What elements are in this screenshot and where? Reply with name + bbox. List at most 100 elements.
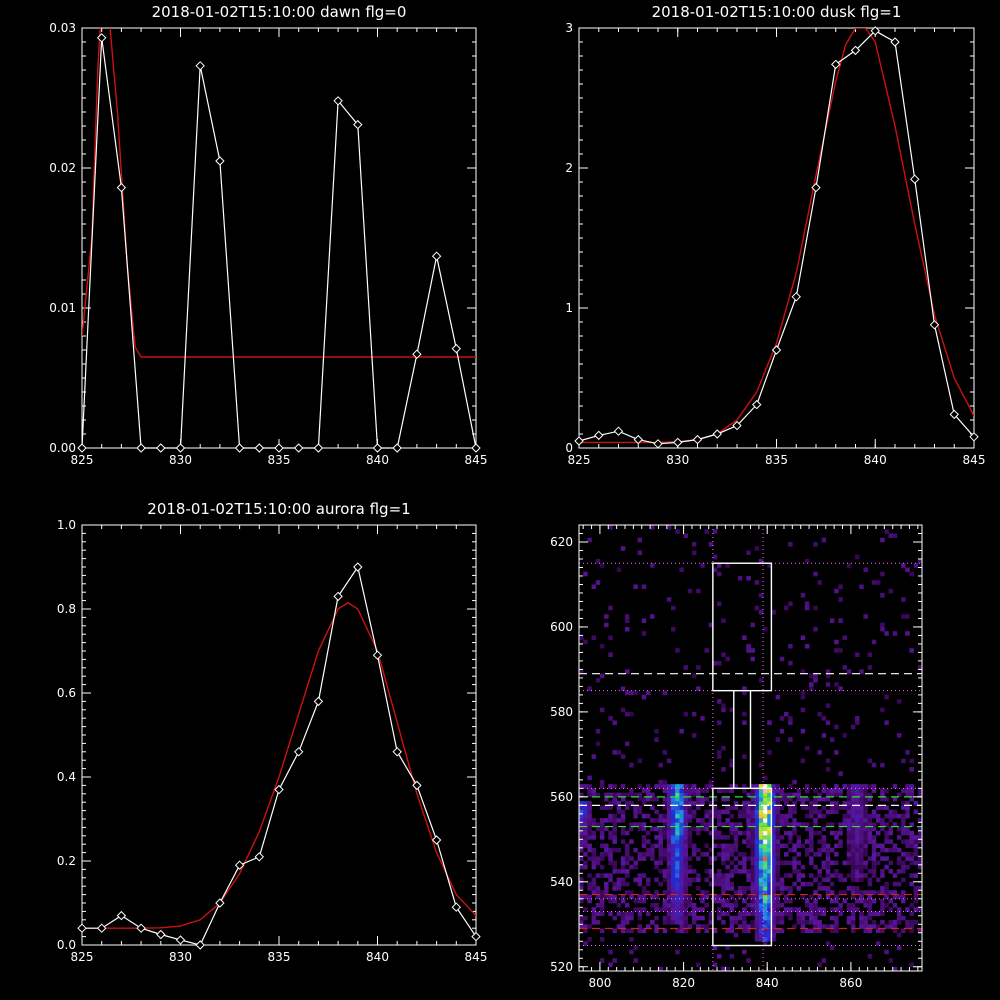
heatmap-cell xyxy=(717,954,722,959)
heatmap-cell xyxy=(662,801,668,806)
heatmap-cell xyxy=(842,822,848,827)
heatmap-cell xyxy=(700,898,705,904)
heatmap-cell xyxy=(800,805,806,810)
heatmap-cell xyxy=(679,796,684,802)
heatmap-cell xyxy=(863,809,868,815)
heatmap-cell xyxy=(913,843,919,849)
heatmap-cell xyxy=(583,813,588,819)
heatmap-cell xyxy=(838,843,843,849)
heatmap-cell xyxy=(746,894,751,900)
heatmap-cell xyxy=(591,852,597,857)
heatmap-cell xyxy=(662,856,668,861)
heatmap-cell xyxy=(604,886,609,891)
heatmap-cell xyxy=(650,852,655,857)
heatmap-cell xyxy=(687,796,693,802)
heatmap-cell xyxy=(871,898,877,904)
heatmap-cell xyxy=(875,813,881,819)
heatmap-cell xyxy=(775,920,781,925)
heatmap-cell xyxy=(813,898,818,904)
heatmap-cell xyxy=(687,839,693,844)
heatmap-cell xyxy=(909,860,914,866)
heatmap-cell xyxy=(704,903,709,908)
heatmap-cell xyxy=(658,813,663,819)
heatmap-cell xyxy=(821,835,827,840)
heatmap-cell xyxy=(604,792,609,798)
data-point-marker xyxy=(234,860,245,870)
heatmap-cell xyxy=(779,843,785,849)
heatmap-cell xyxy=(737,924,743,929)
heatmap-cell xyxy=(662,796,668,802)
heatmap-cell xyxy=(825,809,831,815)
heatmap-cell xyxy=(800,843,806,849)
heatmap-cell xyxy=(863,839,868,844)
heatmap-cell xyxy=(867,652,873,657)
heatmap-cell xyxy=(750,792,755,798)
heatmap-cell xyxy=(608,716,613,721)
heatmap-cell xyxy=(691,809,697,815)
heatmap-cell xyxy=(708,920,714,925)
heatmap-cell xyxy=(637,915,643,921)
data-point-marker xyxy=(274,443,284,453)
heatmap-cell xyxy=(704,894,709,900)
heatmap-cell xyxy=(896,826,902,832)
heatmap-cell xyxy=(675,898,680,904)
heatmap-cell xyxy=(859,898,864,904)
heatmap-cell xyxy=(834,869,839,874)
heatmap-cell xyxy=(775,894,781,900)
y-tick-label: 0.02 xyxy=(49,161,76,175)
heatmap-cell xyxy=(842,784,848,789)
heatmap-cell xyxy=(758,915,764,921)
heatmap-cell xyxy=(813,830,818,836)
heatmap-cell xyxy=(905,631,910,636)
heatmap-cell xyxy=(750,843,755,849)
heatmap-cell xyxy=(779,818,785,823)
heatmap-cell xyxy=(763,626,768,632)
heatmap-cell xyxy=(654,907,659,912)
heatmap-cell xyxy=(671,907,676,912)
heatmap-cell xyxy=(880,911,885,917)
heatmap-cell xyxy=(742,784,747,789)
heatmap-cell xyxy=(817,792,822,798)
heatmap-cell xyxy=(855,907,860,912)
heatmap-cell xyxy=(804,805,810,810)
heatmap-cell xyxy=(683,847,689,853)
heatmap-cell xyxy=(658,843,663,849)
heatmap-cell xyxy=(750,784,755,789)
heatmap-cell xyxy=(809,873,814,878)
heatmap-cell xyxy=(675,915,680,921)
heatmap-cell xyxy=(863,788,868,793)
heatmap-cell xyxy=(729,928,735,934)
x-tick-label: 830 xyxy=(169,453,192,467)
heatmap-cell xyxy=(658,852,663,857)
heatmap-cell xyxy=(767,805,772,810)
data-point-marker xyxy=(633,434,643,445)
heatmap-cell xyxy=(859,894,864,900)
heatmap-cell xyxy=(825,856,831,861)
heatmap-cell xyxy=(771,886,776,891)
heatmap-cell xyxy=(637,805,643,810)
heatmap-cell xyxy=(671,792,676,798)
heatmap-cell xyxy=(712,835,718,840)
heatmap-cell xyxy=(792,869,797,874)
heatmap-cell xyxy=(767,920,772,925)
heatmap-cell xyxy=(825,886,831,891)
heatmap-cell xyxy=(658,818,663,823)
heatmap-cell xyxy=(917,792,922,798)
heatmap-cell xyxy=(884,881,889,887)
heatmap-cell xyxy=(700,894,705,900)
heatmap-cell xyxy=(754,856,760,861)
heatmap-cell xyxy=(880,537,885,543)
heatmap-cell xyxy=(821,796,827,802)
heatmap-cell xyxy=(750,869,755,874)
heatmap-cell xyxy=(888,813,894,819)
x-tick-label: 835 xyxy=(268,453,291,467)
heatmap-cell xyxy=(892,822,898,827)
heatmap-cell xyxy=(725,903,730,908)
heatmap-cell xyxy=(729,886,735,891)
heatmap-cell xyxy=(696,847,701,853)
data-point-marker xyxy=(412,349,422,359)
y-tick-label: 0.6 xyxy=(57,686,76,700)
heatmap-cell xyxy=(909,903,914,908)
data-point-marker xyxy=(195,940,205,950)
heatmap-cell xyxy=(800,920,806,925)
